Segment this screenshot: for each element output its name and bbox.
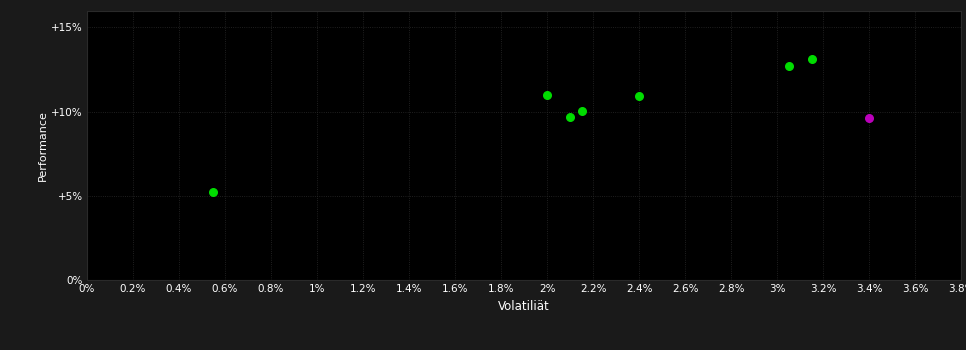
Point bbox=[632, 93, 647, 99]
Point bbox=[562, 114, 578, 119]
Point bbox=[539, 92, 554, 98]
Point bbox=[206, 190, 221, 195]
Y-axis label: Performance: Performance bbox=[39, 110, 48, 181]
Point bbox=[804, 57, 819, 62]
Point bbox=[574, 108, 589, 113]
X-axis label: Volatiliät: Volatiliät bbox=[498, 300, 550, 313]
Point bbox=[781, 63, 796, 69]
Point bbox=[862, 116, 877, 121]
